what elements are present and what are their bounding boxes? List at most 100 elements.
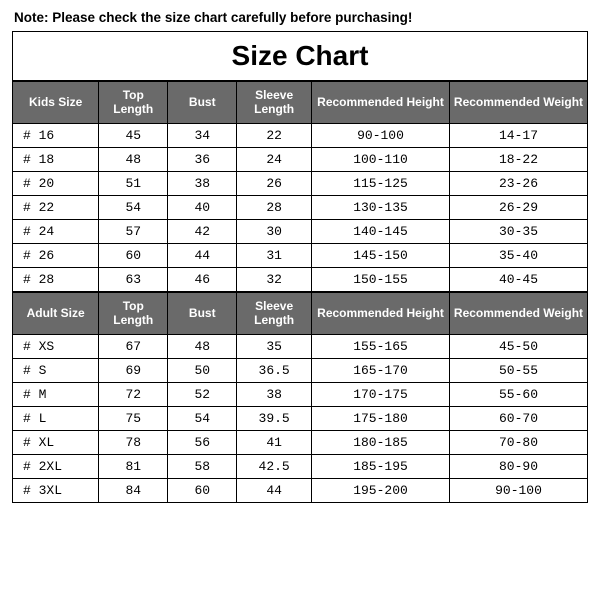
kids-header-size: Kids Size xyxy=(13,82,99,124)
kids-cell-size: # 28 xyxy=(13,267,99,291)
kids-cell-bust: 34 xyxy=(168,123,237,147)
kids-cell-sleeve: 30 xyxy=(237,219,312,243)
kids-cell-weight: 30-35 xyxy=(450,219,588,243)
adult-cell-sleeve: 35 xyxy=(237,334,312,358)
adult-cell-weight: 45-50 xyxy=(450,334,588,358)
kids-cell-bust: 42 xyxy=(168,219,237,243)
kids-cell-bust: 36 xyxy=(168,147,237,171)
kids-cell-height: 130-135 xyxy=(312,195,450,219)
kids-cell-height: 145-150 xyxy=(312,243,450,267)
kids-cell-top: 51 xyxy=(99,171,168,195)
kids-cell-bust: 44 xyxy=(168,243,237,267)
table-row: # 18483624100-11018-22 xyxy=(13,147,588,171)
kids-cell-bust: 46 xyxy=(168,267,237,291)
kids-cell-size: # 22 xyxy=(13,195,99,219)
adult-cell-bust: 56 xyxy=(168,430,237,454)
kids-header-height: Recommended Height xyxy=(312,82,450,124)
adult-cell-bust: 60 xyxy=(168,478,237,502)
kids-header-sleeve: Sleeve Length xyxy=(237,82,312,124)
adult-cell-weight: 70-80 xyxy=(450,430,588,454)
kids-cell-height: 140-145 xyxy=(312,219,450,243)
kids-cell-top: 48 xyxy=(99,147,168,171)
kids-cell-top: 57 xyxy=(99,219,168,243)
adult-cell-height: 155-165 xyxy=(312,334,450,358)
kids-cell-weight: 23-26 xyxy=(450,171,588,195)
kids-cell-top: 60 xyxy=(99,243,168,267)
kids-cell-weight: 14-17 xyxy=(450,123,588,147)
adult-cell-height: 170-175 xyxy=(312,382,450,406)
kids-cell-height: 100-110 xyxy=(312,147,450,171)
kids-cell-height: 150-155 xyxy=(312,267,450,291)
adult-cell-size: # S xyxy=(13,358,99,382)
adult-cell-weight: 55-60 xyxy=(450,382,588,406)
chart-title: Size Chart xyxy=(12,31,588,81)
kids-cell-top: 45 xyxy=(99,123,168,147)
adult-header-weight: Recommended Weight xyxy=(450,292,588,334)
kids-cell-top: 54 xyxy=(99,195,168,219)
adult-cell-weight: 90-100 xyxy=(450,478,588,502)
adult-cell-sleeve: 39.5 xyxy=(237,406,312,430)
table-row: # L755439.5175-18060-70 xyxy=(13,406,588,430)
adult-cell-size: # L xyxy=(13,406,99,430)
adult-size-table: Adult Size Top Length Bust Sleeve Length… xyxy=(12,292,588,503)
adult-cell-height: 180-185 xyxy=(312,430,450,454)
adult-cell-sleeve: 41 xyxy=(237,430,312,454)
adult-cell-bust: 54 xyxy=(168,406,237,430)
kids-cell-bust: 38 xyxy=(168,171,237,195)
kids-cell-weight: 40-45 xyxy=(450,267,588,291)
adult-cell-size: # XL xyxy=(13,430,99,454)
adult-cell-top: 81 xyxy=(99,454,168,478)
kids-cell-size: # 16 xyxy=(13,123,99,147)
adult-cell-height: 195-200 xyxy=(312,478,450,502)
kids-header-top: Top Length xyxy=(99,82,168,124)
adult-header-size: Adult Size xyxy=(13,292,99,334)
table-row: # 28634632150-15540-45 xyxy=(13,267,588,291)
kids-cell-sleeve: 24 xyxy=(237,147,312,171)
table-row: # XS674835155-16545-50 xyxy=(13,334,588,358)
table-row: # 24574230140-14530-35 xyxy=(13,219,588,243)
kids-cell-sleeve: 32 xyxy=(237,267,312,291)
kids-cell-sleeve: 26 xyxy=(237,171,312,195)
adult-cell-top: 78 xyxy=(99,430,168,454)
adult-cell-size: # XS xyxy=(13,334,99,358)
adult-cell-weight: 60-70 xyxy=(450,406,588,430)
adult-cell-weight: 80-90 xyxy=(450,454,588,478)
table-row: # 20513826115-12523-26 xyxy=(13,171,588,195)
adult-cell-height: 175-180 xyxy=(312,406,450,430)
adult-cell-size: # 2XL xyxy=(13,454,99,478)
table-row: # 1645342290-10014-17 xyxy=(13,123,588,147)
table-row: # 2XL815842.5185-19580-90 xyxy=(13,454,588,478)
adult-cell-sleeve: 42.5 xyxy=(237,454,312,478)
kids-cell-height: 90-100 xyxy=(312,123,450,147)
table-row: # M725238170-17555-60 xyxy=(13,382,588,406)
adult-cell-top: 75 xyxy=(99,406,168,430)
adult-cell-sleeve: 38 xyxy=(237,382,312,406)
kids-cell-bust: 40 xyxy=(168,195,237,219)
adult-header-bust: Bust xyxy=(168,292,237,334)
table-row: # 3XL846044195-20090-100 xyxy=(13,478,588,502)
kids-cell-size: # 20 xyxy=(13,171,99,195)
kids-cell-sleeve: 28 xyxy=(237,195,312,219)
kids-cell-height: 115-125 xyxy=(312,171,450,195)
kids-cell-size: # 26 xyxy=(13,243,99,267)
adult-cell-bust: 58 xyxy=(168,454,237,478)
kids-cell-size: # 18 xyxy=(13,147,99,171)
kids-header-bust: Bust xyxy=(168,82,237,124)
adult-cell-sleeve: 36.5 xyxy=(237,358,312,382)
adult-cell-size: # M xyxy=(13,382,99,406)
kids-cell-weight: 18-22 xyxy=(450,147,588,171)
table-row: # 26604431145-15035-40 xyxy=(13,243,588,267)
adult-cell-height: 185-195 xyxy=(312,454,450,478)
adult-cell-height: 165-170 xyxy=(312,358,450,382)
adult-cell-top: 67 xyxy=(99,334,168,358)
adult-cell-weight: 50-55 xyxy=(450,358,588,382)
kids-cell-sleeve: 22 xyxy=(237,123,312,147)
adult-header-sleeve: Sleeve Length xyxy=(237,292,312,334)
adult-cell-bust: 48 xyxy=(168,334,237,358)
kids-cell-sleeve: 31 xyxy=(237,243,312,267)
kids-cell-top: 63 xyxy=(99,267,168,291)
adult-cell-top: 84 xyxy=(99,478,168,502)
adult-cell-top: 69 xyxy=(99,358,168,382)
kids-cell-weight: 26-29 xyxy=(450,195,588,219)
adult-cell-bust: 50 xyxy=(168,358,237,382)
